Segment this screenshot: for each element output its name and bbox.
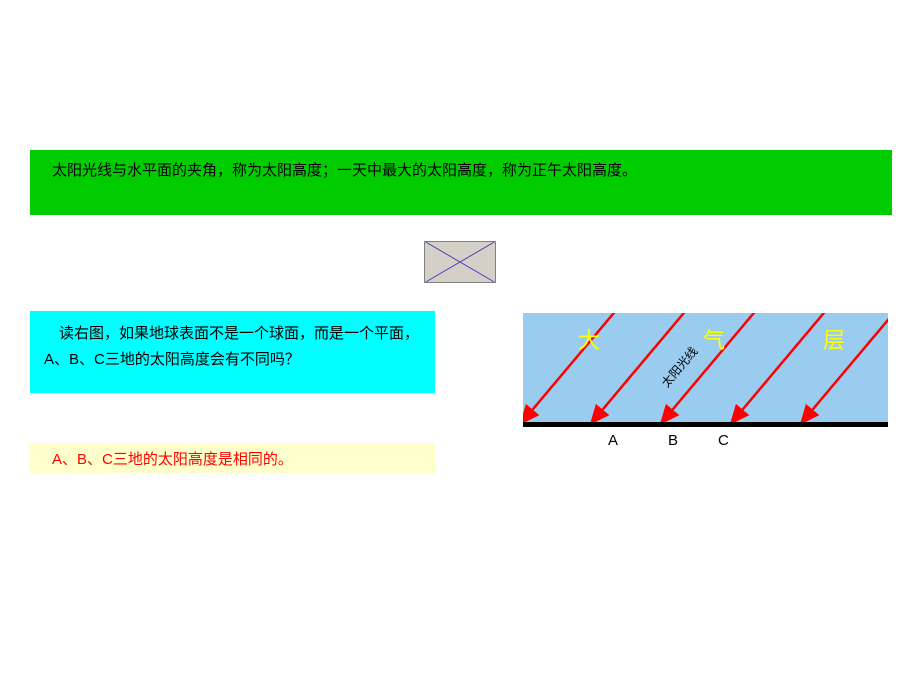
answer-text: A、B、C三地的太阳高度是相同的。 [52, 451, 293, 468]
atm-label-1: 大 [578, 323, 600, 355]
point-b: B [668, 432, 678, 449]
sun-ray-diagram: 大 气 层 太阳光线 [523, 313, 888, 427]
point-a: A [608, 432, 618, 449]
question-box: 读右图，如果地球表面不是一个球面，而是一个平面， A、B、C三地的太阳高度会有不… [30, 311, 435, 393]
placeholder-cross-icon [425, 242, 495, 282]
image-placeholder [424, 241, 496, 283]
definition-box: 太阳光线与水平面的夹角，称为太阳高度；一天中最大的太阳高度，称为正午太阳高度。 [30, 150, 892, 215]
question-text: 读右图，如果地球表面不是一个球面，而是一个平面， A、B、C三地的太阳高度会有不… [44, 325, 419, 368]
point-c: C [718, 432, 729, 449]
atm-label-3: 层 [823, 323, 845, 355]
answer-box: A、B、C三地的太阳高度是相同的。 [30, 443, 435, 473]
definition-text: 太阳光线与水平面的夹角，称为太阳高度；一天中最大的太阳高度，称为正午太阳高度。 [52, 162, 637, 179]
ground-line [523, 422, 888, 427]
atmosphere-layer: 大 气 层 太阳光线 [523, 313, 888, 423]
atm-label-2: 气 [703, 323, 725, 355]
